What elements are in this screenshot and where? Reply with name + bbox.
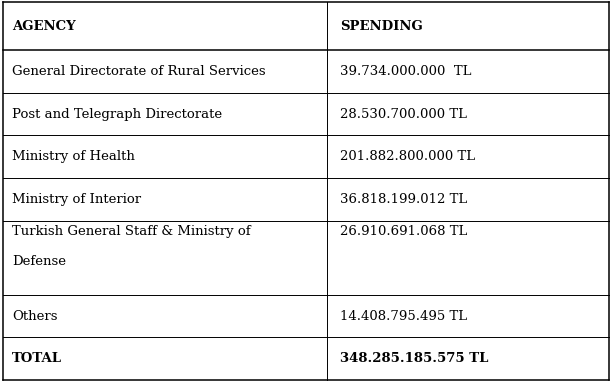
Text: SPENDING: SPENDING xyxy=(340,19,422,32)
Text: Others: Others xyxy=(12,310,58,323)
Text: 39.734.000.000  TL: 39.734.000.000 TL xyxy=(340,65,471,78)
Text: Ministry of Health: Ministry of Health xyxy=(12,150,135,163)
Text: AGENCY: AGENCY xyxy=(12,19,76,32)
Text: 26.910.691.068 TL: 26.910.691.068 TL xyxy=(340,225,467,238)
Text: 348.285.185.575 TL: 348.285.185.575 TL xyxy=(340,352,488,365)
Text: Post and Telegraph Directorate: Post and Telegraph Directorate xyxy=(12,108,222,121)
Text: Turkish General Staff & Ministry of

Defense: Turkish General Staff & Ministry of Defe… xyxy=(12,225,251,268)
Text: Ministry of Interior: Ministry of Interior xyxy=(12,193,141,206)
Text: 14.408.795.495 TL: 14.408.795.495 TL xyxy=(340,310,467,323)
Text: TOTAL: TOTAL xyxy=(12,352,62,365)
Text: 28.530.700.000 TL: 28.530.700.000 TL xyxy=(340,108,467,121)
Text: 201.882.800.000 TL: 201.882.800.000 TL xyxy=(340,150,475,163)
Text: General Directorate of Rural Services: General Directorate of Rural Services xyxy=(12,65,266,78)
Text: 36.818.199.012 TL: 36.818.199.012 TL xyxy=(340,193,467,206)
